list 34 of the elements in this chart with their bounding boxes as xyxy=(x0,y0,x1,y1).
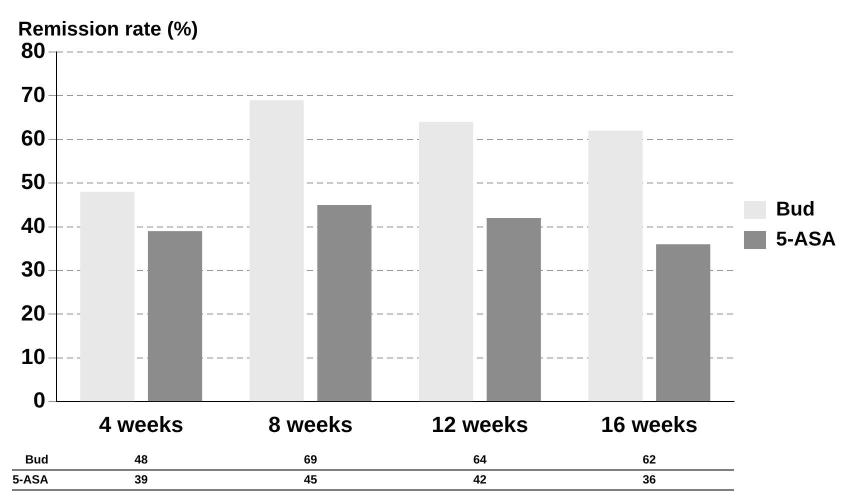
y-tick-label: 30 xyxy=(20,256,46,282)
y-tick-label: 20 xyxy=(20,300,46,326)
y-tick-label: 50 xyxy=(20,169,46,194)
y-tick-label: 40 xyxy=(20,212,46,238)
data-label: 62 xyxy=(642,452,656,466)
bar xyxy=(80,192,134,402)
data-label: 42 xyxy=(473,472,487,486)
bar xyxy=(148,231,202,402)
data-label: 39 xyxy=(134,472,148,486)
bar xyxy=(656,244,710,402)
data-label: 64 xyxy=(473,452,487,466)
data-label: 45 xyxy=(304,472,318,486)
legend-label: 5-ASA xyxy=(776,228,836,251)
bar xyxy=(486,218,541,402)
y-tick-label: 70 xyxy=(20,82,46,107)
bar xyxy=(317,204,372,402)
data-label: 69 xyxy=(304,452,318,466)
y-tick-label: 10 xyxy=(20,344,46,369)
y-tick-label: 0 xyxy=(33,388,46,413)
data-label: 48 xyxy=(134,452,148,466)
data-label: 36 xyxy=(642,472,656,486)
x-tick-label: 12 weeks xyxy=(432,412,528,437)
bar xyxy=(250,100,304,402)
y-tick-label: 80 xyxy=(20,38,46,64)
chart-title: Remission rate (%) xyxy=(18,18,198,41)
text: 5-ASA xyxy=(12,472,48,486)
bar xyxy=(588,130,643,402)
x-tick-label: 16 weeks xyxy=(600,412,698,437)
text: Bud xyxy=(25,452,48,466)
legend-label: Bud xyxy=(776,198,815,221)
x-tick-label: 8 weeks xyxy=(268,412,353,437)
x-tick-label: 4 weeks xyxy=(98,412,184,437)
y-tick-label: 60 xyxy=(20,125,46,150)
bar xyxy=(418,122,474,402)
